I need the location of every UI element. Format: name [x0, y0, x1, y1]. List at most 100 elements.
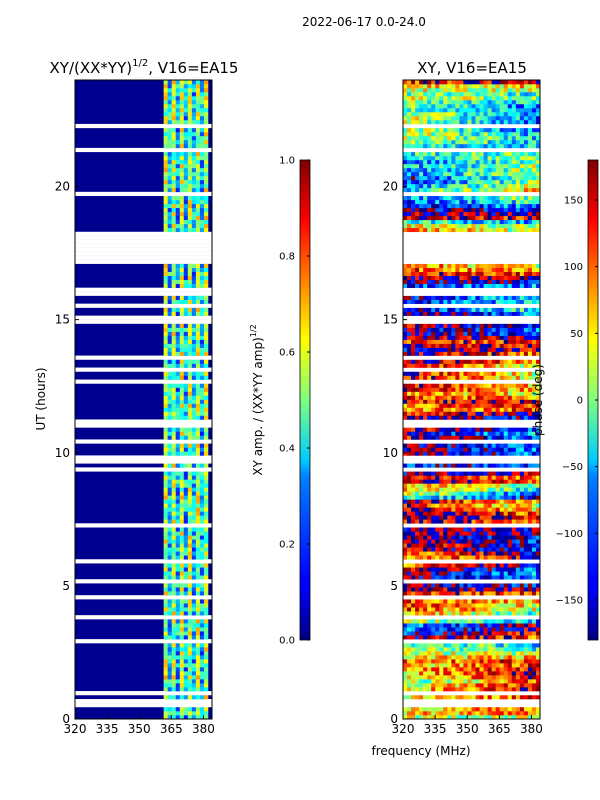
phase-cell: [447, 311, 452, 316]
phase-cell: [503, 331, 509, 336]
phase-cell: [499, 339, 505, 344]
phase-cell: [455, 351, 460, 356]
phase-cell: [427, 283, 432, 288]
amp-cell: [175, 643, 181, 648]
phase-cell: [447, 687, 452, 692]
phase-cell: [431, 607, 436, 612]
phase-cell: [495, 363, 501, 368]
amp-cell: [175, 327, 181, 332]
amp-cell: [183, 451, 189, 456]
phase-cell: [483, 683, 488, 688]
phase-cell: [527, 683, 533, 688]
phase-cell: [495, 539, 501, 544]
amp-cell: [203, 151, 209, 157]
phase-cell: [479, 571, 484, 576]
phase-cell: [447, 659, 452, 664]
phase-cell: [483, 515, 488, 520]
amp-cell: [199, 155, 205, 161]
amp-cell: [167, 407, 173, 412]
amp-cell: [167, 631, 173, 636]
amp-cell: [167, 351, 173, 356]
phase-cell: [487, 323, 492, 328]
amp-cell: [195, 279, 201, 284]
phase-cell: [523, 623, 529, 628]
amp-cell: [199, 279, 205, 284]
phase-cell: [407, 635, 412, 640]
amp-cell: [187, 659, 193, 664]
phase-cell: [483, 623, 488, 628]
phase-cell: [423, 535, 428, 540]
phase-cell: [431, 431, 436, 436]
phase-cell: [455, 343, 460, 348]
amp-cell: [175, 199, 181, 205]
amp-cell: [167, 491, 173, 496]
amp-cell: [199, 695, 205, 700]
phase-cell: [415, 623, 420, 628]
phase-cell: [411, 659, 416, 664]
amp-cell: [199, 635, 205, 640]
phase-cell: [459, 463, 464, 468]
phase-cell: [531, 479, 537, 484]
amp-cell: [183, 607, 189, 612]
amp-colorbar-tick-label: 0.0: [279, 636, 295, 647]
phase-cell: [411, 607, 416, 612]
phase-cell: [515, 527, 521, 532]
phase-cell: [535, 663, 541, 668]
amp-cell: [179, 435, 185, 440]
phase-cell: [439, 471, 444, 476]
amp-cell: [191, 451, 197, 456]
amp-cell: [199, 683, 205, 688]
phase-cell: [495, 323, 501, 328]
phase-cell: [483, 567, 488, 572]
phase-cell: [447, 663, 452, 668]
phase-cell: [499, 671, 505, 676]
phase-cell: [427, 223, 432, 229]
phase-cell: [507, 547, 513, 552]
phase-cell: [503, 655, 509, 660]
phase-cell: [471, 227, 476, 233]
phase-cell: [423, 519, 428, 524]
phase-cell: [531, 647, 537, 652]
amp-cell: [199, 127, 205, 133]
phase-cell: [535, 627, 541, 632]
phase-cell: [503, 187, 509, 193]
phase-cell: [467, 299, 472, 304]
phase-cell: [535, 219, 541, 225]
amp-cell: [183, 107, 189, 113]
phase-cell: [511, 443, 517, 448]
amp-cell: [203, 583, 209, 588]
phase-cell: [455, 307, 460, 312]
phase-cell: [419, 543, 424, 548]
phase-cell: [487, 675, 492, 680]
phase-cell: [511, 587, 517, 592]
phase-cell: [443, 187, 448, 193]
phase-cell: [411, 359, 416, 364]
amp-cell: [199, 451, 205, 456]
phase-cell: [403, 267, 408, 272]
amp-cell: [183, 183, 189, 189]
phase-cell: [423, 263, 428, 269]
phase-cell: [435, 679, 440, 684]
phase-cell: [419, 531, 424, 536]
phase-cell: [443, 227, 448, 233]
phase-cell: [463, 567, 468, 572]
amp-cell: [163, 391, 168, 396]
phase-cell: [427, 543, 432, 548]
phase-cell: [495, 711, 501, 716]
phase-cell: [435, 411, 440, 416]
phase-cell: [435, 203, 440, 209]
phase-cell: [527, 199, 533, 205]
phase-cell: [471, 479, 476, 484]
amp-cell: [199, 435, 205, 440]
phase-cell: [471, 527, 476, 532]
phase-cell: [411, 479, 416, 484]
amp-cell: [179, 687, 185, 692]
phase-cell: [487, 583, 492, 588]
amp-cell: [167, 119, 173, 125]
phase-cell: [463, 275, 468, 280]
phase-cell: [479, 335, 484, 340]
phase-cell: [475, 695, 480, 700]
phase-cell: [519, 471, 525, 476]
phase-cell: [475, 475, 480, 480]
phase-cell: [527, 695, 533, 700]
